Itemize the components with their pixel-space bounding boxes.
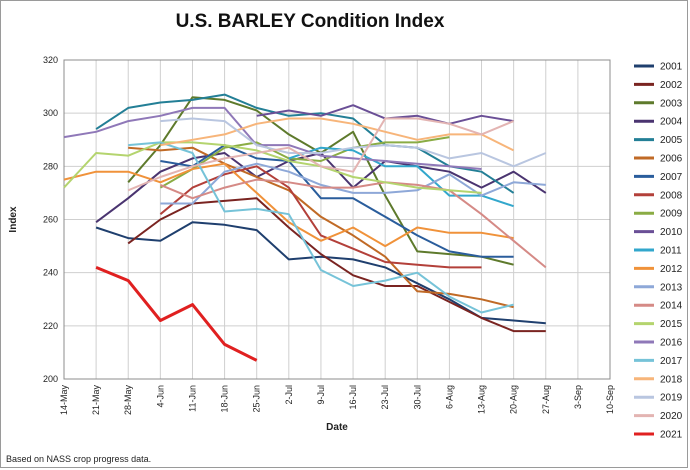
series-line-2016 xyxy=(63,106,482,170)
y-tick-label: 200 xyxy=(43,374,58,384)
series-line-2006 xyxy=(128,146,514,309)
series-line-2011 xyxy=(288,146,514,208)
plot-area-border xyxy=(63,59,611,380)
series-line-2017 xyxy=(128,141,514,314)
chart-footnote: Based on NASS crop progress data. xyxy=(6,454,152,464)
legend-label-2003: 2003 xyxy=(660,98,683,109)
x-axis-ticks: 14-May 21-May 28-May 4-Jun 11-Jun 18-Jun 25-Ju… xyxy=(59,385,615,416)
legend-label-2020: 2020 xyxy=(660,411,683,422)
series-line-2002 xyxy=(127,197,546,333)
x-tick-label: 10-Sep xyxy=(605,385,615,414)
y-tick-label: 320 xyxy=(43,55,58,65)
series-line-2018 xyxy=(160,117,515,152)
legend-label-2018: 2018 xyxy=(660,374,683,385)
x-tick-label: 9-Jul xyxy=(316,385,326,405)
series-line-2012 xyxy=(63,162,514,248)
series-line-2015 xyxy=(63,141,482,194)
x-tick-label: 6-Aug xyxy=(444,385,454,409)
x-tick-label: 20-Aug xyxy=(509,385,519,414)
legend-label-2005: 2005 xyxy=(660,135,683,146)
legend-label-2004: 2004 xyxy=(660,117,683,128)
y-tick-label: 260 xyxy=(43,215,58,225)
legend-label-2021: 2021 xyxy=(660,430,683,441)
x-tick-label: 28-May xyxy=(123,385,133,416)
x-tick-label: 13-Aug xyxy=(477,385,487,414)
x-axis-label: Date xyxy=(326,422,348,433)
x-tick-label: 30-Jul xyxy=(412,385,422,410)
legend-label-2009: 2009 xyxy=(660,209,683,220)
x-tick-label: 25-Jun xyxy=(252,385,262,413)
x-tick-label: 27-Aug xyxy=(541,385,551,414)
series-line-2014 xyxy=(160,178,547,269)
legend-label-2006: 2006 xyxy=(660,154,683,165)
series-lines xyxy=(63,93,547,362)
legend-label-2002: 2002 xyxy=(660,80,683,91)
series-line-2008 xyxy=(159,165,482,269)
series-line-2009 xyxy=(159,136,450,189)
series-line-2005 xyxy=(95,93,515,194)
y-tick-label: 280 xyxy=(43,161,58,171)
x-tick-label: 18-Jun xyxy=(220,385,230,413)
series-line-2013 xyxy=(160,162,546,205)
legend-label-2011: 2011 xyxy=(660,246,682,257)
x-tick-label: 3-Sep xyxy=(573,385,583,409)
y-tick-label: 220 xyxy=(43,321,58,331)
y-axis-label: Index xyxy=(8,206,19,233)
series-line-2019 xyxy=(160,117,547,168)
legend-label-2008: 2008 xyxy=(660,190,683,201)
chart-title: U.S. BARLEY Condition Index xyxy=(175,11,445,32)
y-axis-ticks: 200 220 240 260 280 300 320 xyxy=(43,55,58,384)
legend-label-2015: 2015 xyxy=(660,319,683,330)
series-line-2020 xyxy=(127,117,514,192)
legend-label-2007: 2007 xyxy=(660,172,683,183)
legend-label-2012: 2012 xyxy=(660,264,683,275)
x-tick-label: 16-Jul xyxy=(348,385,358,410)
legend-label-2014: 2014 xyxy=(660,301,683,312)
legend-label-2001: 2001 xyxy=(660,62,683,73)
x-tick-label: 23-Jul xyxy=(380,385,390,410)
legend-label-2013: 2013 xyxy=(660,282,683,293)
x-tick-label: 21-May xyxy=(91,385,101,416)
legend-label-2017: 2017 xyxy=(660,356,683,367)
legend-label-2016: 2016 xyxy=(660,338,683,349)
series-line-2007 xyxy=(160,144,514,258)
x-tick-label: 2-Jul xyxy=(284,385,294,405)
x-tick-label: 4-Jun xyxy=(155,385,165,408)
x-tick-label: 14-May xyxy=(59,385,69,416)
legend-label-2019: 2019 xyxy=(660,393,683,404)
y-tick-label: 300 xyxy=(43,108,58,118)
series-line-2021 xyxy=(95,266,258,362)
y-tick-label: 240 xyxy=(43,268,58,278)
legend: 2001 2002 2003 2004 2005 2006 2007 2008 2009 2010… xyxy=(634,62,683,441)
x-tick-label: 11-Jun xyxy=(187,385,197,412)
legend-label-2010: 2010 xyxy=(660,227,683,238)
